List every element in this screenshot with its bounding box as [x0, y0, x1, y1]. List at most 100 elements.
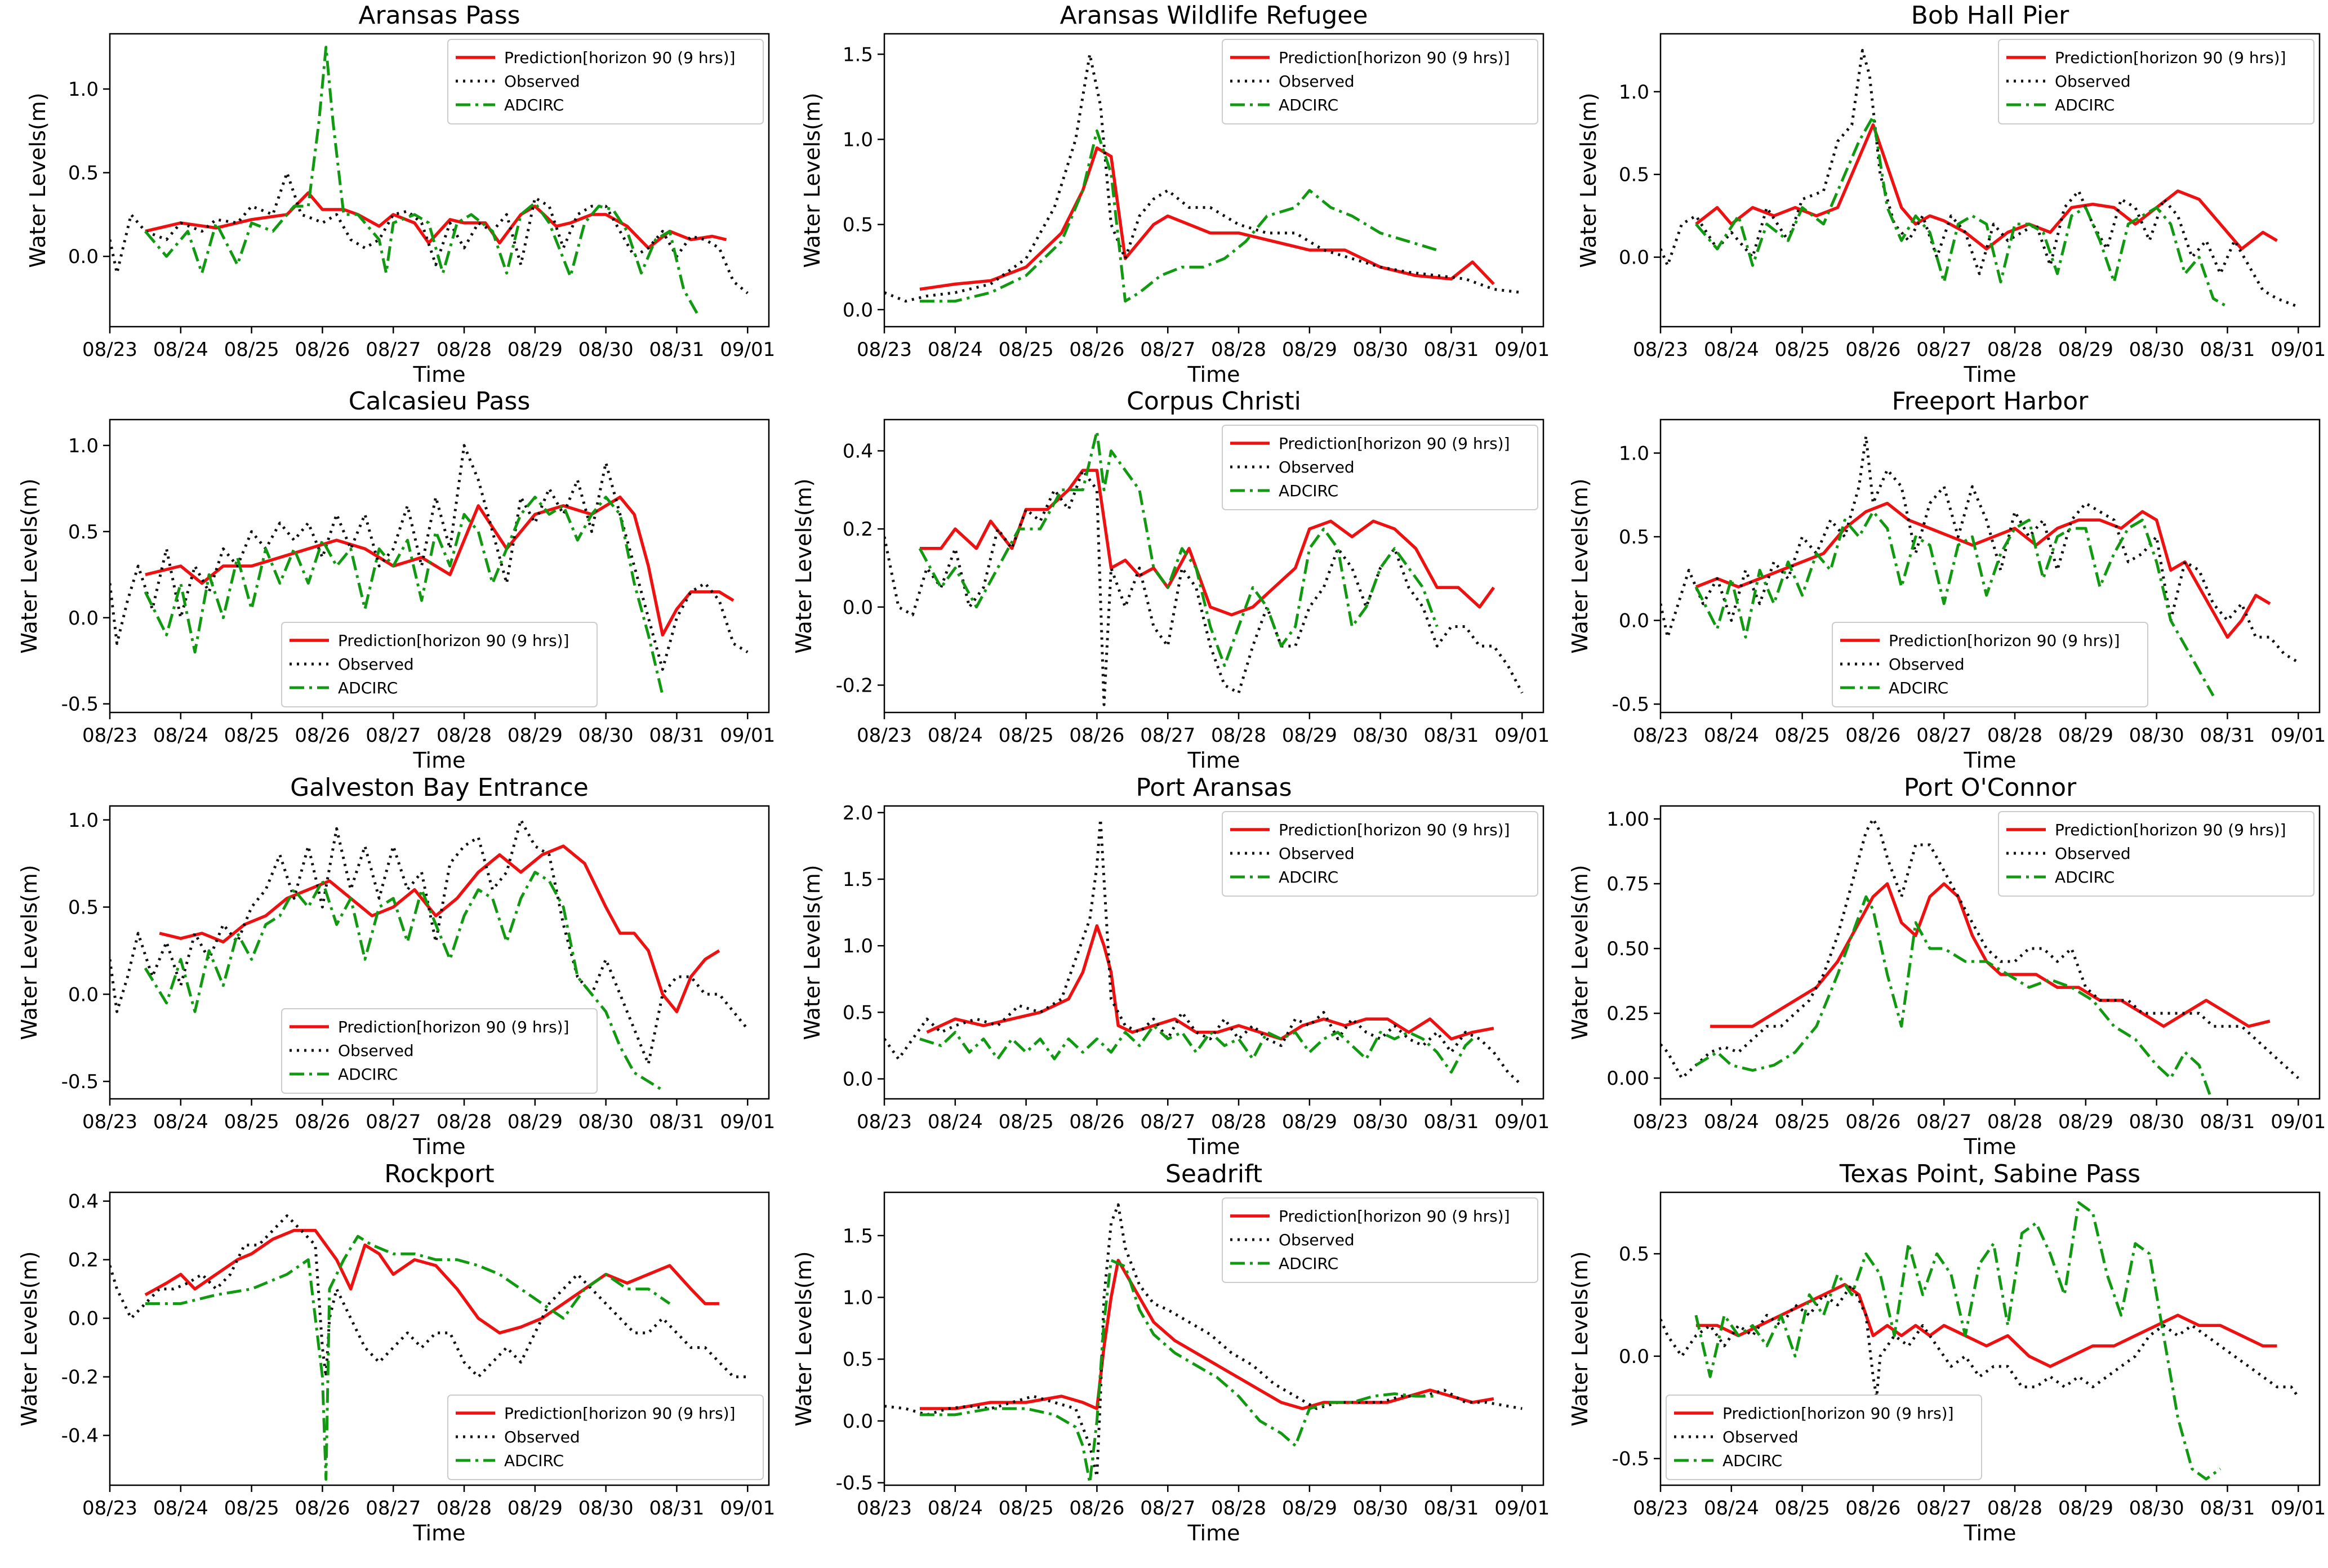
y-tick-label: 0.4	[68, 1191, 99, 1213]
chart-title: Corpus Christi	[1127, 387, 1301, 416]
x-tick-label: 08/24	[1704, 1497, 1759, 1520]
series-line-prediction	[919, 469, 1495, 617]
x-tick-label: 08/28	[1211, 1111, 1266, 1133]
y-axis-label: Water Levels(m)	[17, 865, 42, 1040]
y-tick-label: -0.5	[836, 1472, 873, 1495]
legend: Prediction[horizon 90 (9 hrs)] Observed AD…	[281, 1008, 598, 1094]
legend-label-prediction: Prediction[horizon 90 (9 hrs)]	[2055, 821, 2286, 839]
x-axis-label: Time	[1187, 1521, 1240, 1545]
x-tick-label: 08/26	[295, 1111, 350, 1133]
y-tick-label: 1.0	[1619, 442, 1649, 465]
legend-label-adcirc: ADCIRC	[1279, 482, 1338, 500]
series-line-prediction	[926, 924, 1494, 1041]
y-tick-label: 0.75	[1606, 873, 1649, 896]
x-tick-label: 08/27	[1140, 724, 1195, 747]
x-tick-label: 08/28	[1987, 1111, 2042, 1133]
x-tick-label: 08/29	[2058, 338, 2113, 361]
series-line-prediction	[919, 146, 1495, 291]
chart-title: Bob Hall Pier	[1911, 1, 2069, 30]
plot-frame	[109, 33, 770, 328]
x-tick-label: 08/25	[1775, 338, 1830, 361]
x-tick-label: 08/25	[224, 1111, 279, 1133]
y-tick-label: 0.0	[1619, 1346, 1649, 1368]
legend-box	[1222, 39, 1538, 124]
x-tick-label: 08/27	[1916, 724, 1971, 747]
x-tick-label: 08/28	[1987, 1497, 2042, 1520]
x-tick-label: 08/25	[1775, 724, 1830, 747]
x-tick-label: 08/31	[649, 338, 704, 361]
legend-box	[281, 622, 598, 707]
x-tick-label: 08/29	[1282, 1111, 1337, 1133]
x-tick-label: 08/23	[1633, 724, 1688, 747]
x-tick-label: 08/30	[1353, 724, 1408, 747]
y-tick-label: 1.5	[843, 868, 873, 891]
plot-frame	[1659, 33, 2321, 328]
x-tick-label: 08/25	[1775, 1497, 1830, 1520]
chart-title: Calcasieu Pass	[349, 387, 531, 416]
chart-title: Galveston Bay Entrance	[290, 773, 589, 802]
x-tick-label: 08/29	[508, 724, 563, 747]
chart-panel: Corpus Christi 08/23 08/24 08/25 08/26 08/27 0…	[783, 386, 1555, 774]
plot-frame	[109, 418, 770, 714]
legend-label-adcirc: ADCIRC	[338, 679, 398, 697]
x-axis-label: Time	[1964, 748, 2017, 773]
legend-label-prediction: Prediction[horizon 90 (9 hrs)]	[1889, 631, 2120, 650]
series-line-observed	[110, 171, 749, 295]
x-tick-label: 08/27	[1140, 1111, 1195, 1133]
chart-panel: Aransas Wildlife Refugee 08/23 08/24 08/25 0…	[783, 0, 1555, 389]
y-tick-label: -0.2	[836, 674, 873, 697]
plot-frame	[883, 418, 1544, 714]
legend-box	[281, 1008, 598, 1094]
legend-box	[1998, 811, 2314, 897]
series-line-adcirc	[919, 129, 1438, 303]
x-tick-label: 09/01	[2271, 1111, 2326, 1133]
x-tick-label: 08/27	[1140, 338, 1195, 361]
y-tick-label: 0.5	[843, 1348, 873, 1371]
legend-box	[1832, 622, 2148, 707]
x-tick-label: 08/31	[2200, 724, 2255, 747]
legend-label-adcirc: ADCIRC	[504, 1451, 564, 1470]
series-line-adcirc	[1694, 510, 2215, 697]
y-tick-label: 1.0	[843, 935, 873, 957]
x-tick-label: 08/28	[1987, 724, 2042, 747]
y-tick-label: 1.0	[68, 809, 99, 832]
chart-panel: Freeport Harbor 08/23 08/24 08/25 08/26 08/27…	[1559, 386, 2328, 774]
x-tick-label: 08/26	[1069, 338, 1124, 361]
x-tick-label: 08/25	[999, 724, 1054, 747]
x-tick-label: 08/23	[857, 724, 912, 747]
x-tick-label: 09/01	[2271, 1497, 2326, 1520]
y-tick-label: 0.0	[68, 983, 99, 1006]
x-tick-label: 08/26	[295, 724, 350, 747]
series-line-observed	[110, 1214, 748, 1379]
plot-frame	[1659, 418, 2321, 714]
y-tick-label: 0.5	[68, 897, 99, 919]
legend-box	[1222, 425, 1538, 510]
y-tick-label: 0.4	[843, 440, 873, 462]
legend-label-prediction: Prediction[horizon 90 (9 hrs)]	[1279, 821, 1510, 839]
chart-svg: Corpus Christi 08/23 08/24 08/25 08/26 08/27 0…	[791, 387, 1550, 773]
legend-label-observed: Observed	[1279, 1231, 1355, 1249]
x-tick-label: 08/27	[366, 1111, 421, 1133]
series-line-adcirc	[144, 46, 700, 316]
x-tick-label: 09/01	[1494, 1111, 1550, 1133]
x-tick-label: 08/31	[649, 724, 704, 747]
x-tick-label: 08/24	[153, 338, 208, 361]
x-tick-label: 08/26	[1069, 1497, 1124, 1520]
legend: Prediction[horizon 90 (9 hrs)] Observed AD…	[1222, 1197, 1538, 1283]
chart-title: Seadrift	[1165, 1160, 1262, 1188]
x-tick-label: 08/31	[649, 1497, 704, 1520]
x-tick-label: 08/31	[2200, 1497, 2255, 1520]
legend-label-prediction: Prediction[horizon 90 (9 hrs)]	[1279, 434, 1510, 453]
legend-label-adcirc: ADCIRC	[1279, 1254, 1338, 1273]
plot-frame	[1659, 1191, 2321, 1486]
x-tick-label: 08/24	[1704, 724, 1759, 747]
x-tick-label: 09/01	[2271, 724, 2326, 747]
x-tick-label: 08/29	[508, 1497, 563, 1520]
x-tick-label: 08/27	[1916, 338, 1971, 361]
y-axis-label: Water Levels(m)	[17, 478, 42, 653]
legend-label-adcirc: ADCIRC	[1722, 1451, 1782, 1470]
series-line-observed	[884, 818, 1524, 1087]
series-line-adcirc	[919, 1259, 1437, 1485]
legend-label-observed: Observed	[504, 1428, 580, 1446]
chart-panel: Rockport 08/23 08/24 08/25 08/26 08/27 08/28 08…	[8, 1159, 780, 1547]
